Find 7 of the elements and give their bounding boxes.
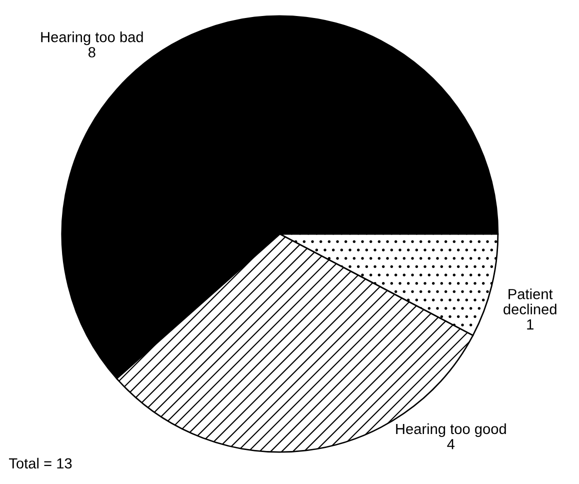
data-label: 1 <box>527 319 534 330</box>
slice-label: Hearing too bad <box>41 32 143 46</box>
slice-label: Hearing too good <box>396 423 506 437</box>
data-label: 4 <box>447 439 455 450</box>
data-label: 8 <box>88 47 96 58</box>
slice-label: Patient declined <box>504 288 556 314</box>
text: Total = 13 <box>9 458 72 469</box>
